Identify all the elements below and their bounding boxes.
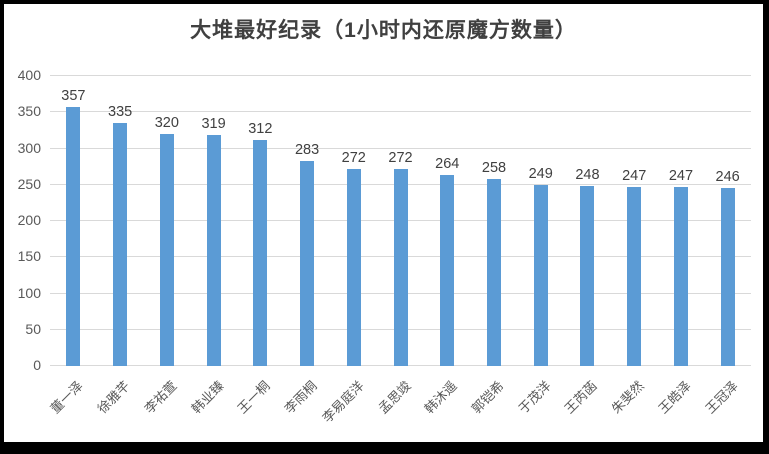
bar-value-label: 264 xyxy=(435,155,460,172)
bar-value-label: 272 xyxy=(341,149,366,166)
bar xyxy=(300,160,315,366)
bar xyxy=(393,168,408,366)
bar-slot: 249 xyxy=(517,76,564,366)
bar xyxy=(486,178,501,366)
x-axis-category-label: 李祐萱 xyxy=(141,378,180,417)
x-axis-category-label: 郭铠希 xyxy=(468,378,507,417)
x-axis-labels: 董一泽 徐雅芊 李祐萱 韩业臻 王一桐 李雨桐 李易庭洋 孟思竣 韩沐遥 郭铠希 于茂洋 王芮菡 朱斐然… xyxy=(48,366,751,436)
x-axis-category-label: 李雨桐 xyxy=(281,378,320,417)
bar xyxy=(673,186,688,366)
x-axis-category-label: 韩业臻 xyxy=(188,378,227,417)
y-axis-tick-label: 0 xyxy=(33,357,41,373)
bar-value-label: 247 xyxy=(622,167,647,184)
bar-slot: 312 xyxy=(237,76,284,366)
bar-slot: 272 xyxy=(377,76,424,366)
bar-slot: 248 xyxy=(564,76,611,366)
x-axis-category-label: 王芮菡 xyxy=(561,378,601,417)
x-axis-category-label: 李易庭洋 xyxy=(319,378,367,426)
x-axis-category-label: 孟思竣 xyxy=(375,378,414,417)
x-axis-category-label: 朱斐然 xyxy=(608,378,647,417)
bar-slot: 335 xyxy=(97,76,144,366)
bars-row: 357 335 320 319 312 283 272 272 264 258 249 248 247 2… xyxy=(50,76,751,366)
x-axis-category-label: 王一桐 xyxy=(234,378,274,417)
y-axis-tick-label: 350 xyxy=(17,103,41,120)
gridline: 350 xyxy=(18,103,751,119)
plot-area: 0 50 100 150 200 250 300 350 400 357 335 320 319 312… xyxy=(18,67,751,426)
bar-value-label: 246 xyxy=(715,168,740,185)
bar-value-label: 249 xyxy=(528,166,553,183)
bar xyxy=(346,168,361,366)
y-axis-tick-label: 150 xyxy=(17,248,41,265)
bar xyxy=(253,139,268,366)
bar xyxy=(159,134,174,366)
bar xyxy=(440,174,455,366)
bar-value-label: 357 xyxy=(61,88,86,105)
x-axis-category-label: 于茂洋 xyxy=(515,378,554,417)
bar-slot: 272 xyxy=(330,76,377,366)
bar xyxy=(627,186,642,366)
bar-slot: 258 xyxy=(471,76,518,366)
gridline: 400 xyxy=(18,67,751,83)
bar-slot: 283 xyxy=(284,76,331,366)
bar-value-label: 335 xyxy=(108,104,133,121)
y-axis-tick-label: 250 xyxy=(17,175,41,192)
x-axis-category-label: 韩沐遥 xyxy=(421,378,460,417)
bar-value-label: 312 xyxy=(248,120,273,137)
bar-slot: 246 xyxy=(704,76,751,366)
bar-slot: 357 xyxy=(50,76,97,366)
bar-slot: 264 xyxy=(424,76,471,366)
bar-value-label: 320 xyxy=(154,115,179,131)
y-axis-tick-label: 300 xyxy=(17,139,41,156)
bar-value-label: 248 xyxy=(575,167,600,184)
chart-title: 大堆最好纪录（1小时内还原魔方数量） xyxy=(190,19,577,42)
bar-slot: 319 xyxy=(190,76,237,366)
x-axis-category-label: 王皓泽 xyxy=(655,378,694,417)
bar xyxy=(580,186,595,366)
bar-value-label: 247 xyxy=(668,167,694,184)
y-axis-tick-label: 200 xyxy=(17,212,41,228)
bar xyxy=(720,187,735,366)
bar-value-label: 272 xyxy=(388,149,413,166)
bar xyxy=(206,134,221,366)
bar-slot: 320 xyxy=(143,76,190,366)
bar-value-label: 258 xyxy=(481,159,507,176)
gridline: 300 xyxy=(18,140,751,156)
bar xyxy=(113,123,128,366)
x-axis-category-label: 徐雅芊 xyxy=(94,378,133,417)
bar xyxy=(533,185,548,366)
y-axis-tick-label: 50 xyxy=(25,320,41,337)
x-axis-category-label: 董一泽 xyxy=(47,378,87,417)
bar-slot: 247 xyxy=(611,76,658,366)
x-axis-category-label: 王冠泽 xyxy=(702,378,741,417)
y-axis-tick-label: 100 xyxy=(17,284,41,301)
y-axis-tick-label: 400 xyxy=(17,67,41,83)
bar-value-label: 319 xyxy=(201,115,226,132)
bar-slot: 247 xyxy=(658,76,705,366)
bar xyxy=(66,107,81,366)
bar-value-label: 283 xyxy=(294,141,320,158)
